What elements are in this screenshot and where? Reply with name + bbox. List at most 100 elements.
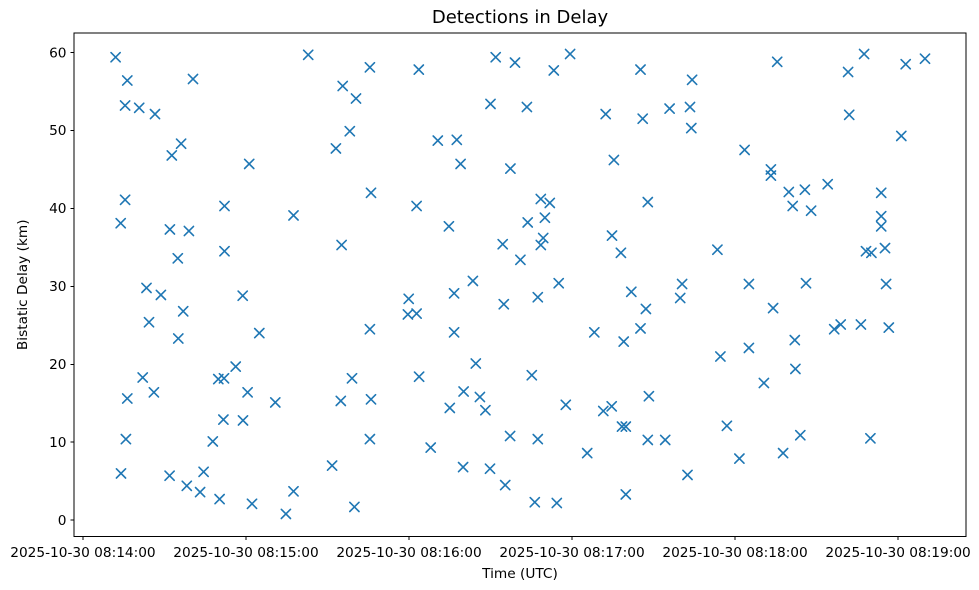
data-point-marker	[606, 400, 618, 412]
data-point-marker	[805, 205, 817, 217]
x-tick-label: 2025-10-30 08:19:00	[825, 545, 970, 561]
data-point-marker	[919, 53, 931, 65]
data-point-marker	[608, 154, 620, 166]
data-point-marker	[721, 420, 733, 432]
data-point-marker	[767, 302, 779, 314]
data-point-marker	[522, 217, 534, 228]
data-point-marker	[133, 102, 145, 114]
data-point-marker	[515, 254, 526, 266]
data-point-marker	[121, 75, 133, 86]
data-point-marker	[544, 197, 556, 209]
data-point-marker	[787, 200, 799, 212]
data-point-marker	[640, 303, 652, 315]
data-point-marker	[843, 109, 855, 121]
plot-border	[73, 32, 967, 537]
data-point-marker	[402, 309, 414, 320]
data-point-marker	[532, 433, 544, 445]
data-point-marker	[535, 193, 547, 205]
data-point-marker	[529, 496, 541, 508]
data-point-marker	[364, 433, 376, 445]
data-point-marker	[800, 277, 812, 289]
data-point-marker	[253, 327, 265, 339]
data-point-marker	[470, 358, 482, 369]
data-point-marker	[172, 333, 184, 344]
data-point-marker	[537, 232, 549, 244]
data-point-marker	[765, 170, 777, 181]
data-point-marker	[448, 287, 460, 299]
data-point-marker	[443, 220, 455, 232]
data-point-marker	[865, 432, 876, 444]
data-point-marker	[685, 122, 697, 134]
data-point-marker	[684, 101, 696, 113]
axes-layer: 2025-10-30 08:14:00 2025-10-30 08:15:00 20…	[10, 32, 971, 561]
data-point-marker	[535, 239, 547, 251]
data-point-marker	[349, 501, 360, 513]
data-point-marker	[164, 224, 176, 235]
data-point-marker	[243, 158, 255, 170]
data-point-marker	[148, 386, 160, 398]
data-point-marker	[835, 319, 847, 330]
data-point-marker	[403, 293, 415, 305]
y-tick-label: 0	[58, 513, 67, 529]
data-point-marker	[288, 210, 299, 221]
data-point-marker	[553, 277, 565, 289]
data-point-marker	[895, 130, 907, 142]
data-point-marker	[458, 386, 469, 397]
y-axis-label: Bistatic Delay (km)	[15, 219, 31, 350]
data-point-marker	[771, 56, 783, 68]
data-point-marker	[505, 163, 516, 174]
data-point-marker	[485, 98, 496, 110]
data-point-marker	[137, 372, 149, 383]
data-point-marker	[110, 51, 121, 63]
y-tick-label: 60	[49, 45, 66, 61]
data-point-marker	[581, 447, 593, 459]
data-point-marker	[551, 497, 563, 509]
x-tick-label: 2025-10-30 08:17:00	[499, 545, 644, 561]
data-point-marker	[365, 393, 377, 405]
data-point-marker	[642, 196, 654, 208]
data-point-marker	[336, 239, 347, 251]
data-point-marker	[413, 371, 425, 383]
data-point-marker	[497, 238, 509, 250]
data-point-marker	[858, 48, 870, 60]
x-tick-label: 2025-10-30 08:15:00	[173, 545, 318, 561]
data-point-marker	[121, 393, 133, 404]
data-point-marker	[335, 395, 347, 407]
y-tick-label: 20	[49, 357, 66, 373]
data-point-marker	[637, 113, 649, 125]
data-point-marker	[643, 390, 655, 402]
data-point-marker	[855, 319, 867, 330]
y-tick-label: 40	[49, 201, 66, 217]
data-point-marker	[504, 430, 516, 442]
x-axis-label: Time (UTC)	[481, 566, 558, 582]
data-point-marker	[115, 217, 127, 229]
data-point-marker	[432, 135, 444, 146]
data-point-marker	[219, 245, 230, 257]
data-point-marker	[194, 486, 206, 498]
data-point-marker	[790, 363, 801, 375]
data-point-marker	[883, 322, 895, 333]
data-point-marker	[635, 323, 646, 334]
data-point-marker	[172, 252, 184, 264]
data-point-marker	[875, 187, 887, 199]
data-point-marker	[597, 405, 609, 417]
data-point-marker	[337, 80, 349, 92]
data-point-marker	[364, 323, 376, 335]
data-point-marker	[143, 316, 155, 328]
data-point-marker	[635, 64, 646, 75]
data-point-marker	[280, 508, 292, 520]
data-point-marker	[712, 244, 723, 256]
data-point-marker	[734, 453, 745, 464]
data-point-marker	[739, 144, 750, 156]
data-point-marker	[743, 278, 755, 290]
data-point-marker	[842, 66, 854, 78]
data-point-marker	[618, 336, 630, 347]
chart-title: Detections in Delay	[432, 7, 609, 28]
data-point-marker	[219, 200, 230, 212]
data-point-marker	[444, 402, 456, 414]
data-point-marker	[789, 334, 801, 346]
data-point-marker	[794, 429, 806, 441]
data-point-marker	[532, 291, 544, 303]
